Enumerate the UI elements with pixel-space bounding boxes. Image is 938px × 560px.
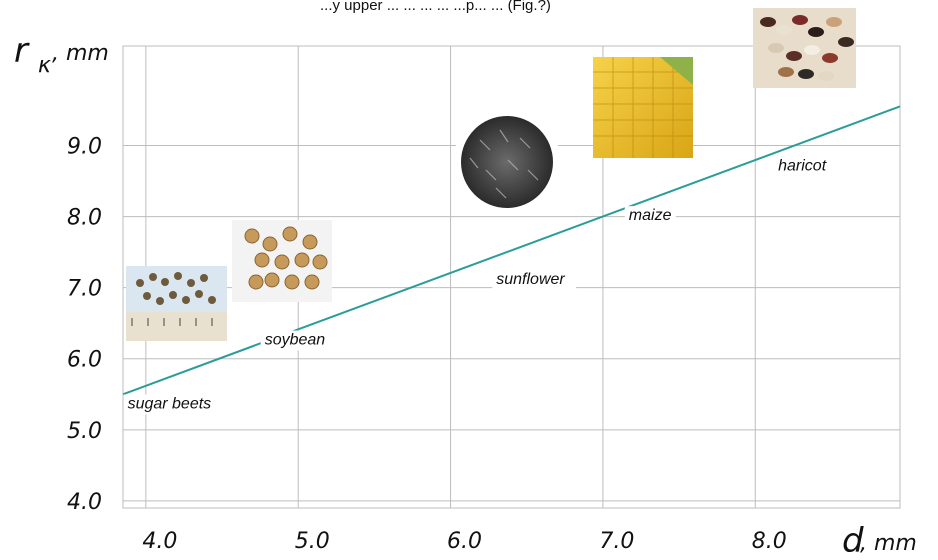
crop-label-maize: maize: [629, 207, 672, 224]
sunflower-seeds-photo: [456, 116, 558, 208]
crop-label-bg: [624, 206, 676, 227]
crop-label-bg: [774, 156, 842, 177]
y-axis-subscript: κ: [38, 53, 51, 78]
x-tick-label: 7.0: [599, 529, 634, 554]
crop-label-sugar-beets: sugar beets: [128, 395, 212, 412]
crop-label-haricot: haricot: [778, 157, 827, 174]
plot-frame: [122, 45, 901, 509]
crop-labels: sugar beets soybean sunflower maize haricot: [123, 156, 842, 415]
x-axis-label: d , mm: [842, 521, 917, 560]
x-tick-label: 4.0: [142, 529, 177, 554]
top-note: ...y upper ... ... ... ... ...p... ... (…: [320, 0, 551, 14]
crop-label-sunflower: sunflower: [496, 271, 565, 288]
y-axis-symbol: r: [14, 31, 30, 71]
x-axis-symbol: d: [842, 521, 864, 560]
y-axis-label: r κ , mm: [14, 31, 109, 78]
y-axis-unit: , mm: [52, 41, 109, 66]
haricot-beans-photo: [753, 8, 856, 88]
sugar-beet-seeds-photo: [126, 266, 227, 341]
y-tick-label: 5.0: [67, 419, 102, 444]
y-tick-label: 6.0: [67, 348, 102, 373]
x-tick-label: 8.0: [752, 529, 787, 554]
y-tick-label: 4.0: [67, 490, 102, 515]
crop-label-bg: [260, 330, 329, 351]
crop-label-soybean: soybean: [265, 332, 326, 349]
soybeans-photo: [232, 220, 332, 302]
series: [122, 105, 901, 396]
crop-label-bg: [492, 270, 577, 291]
y-tick-label: 9.0: [67, 135, 102, 160]
crop-label-bg: [123, 394, 224, 415]
maize-cob-photo: [593, 57, 693, 158]
y-tick-label: 8.0: [67, 206, 102, 231]
tick-labels: 4.0 5.0 6.0 7.0 8.0 4.0 5.0 6.0 7.0 8.0 9.0: [67, 135, 787, 554]
x-tick-label: 5.0: [295, 529, 330, 554]
trend-line: [122, 105, 901, 396]
crop-photos: [126, 8, 856, 341]
x-tick-label: 6.0: [447, 529, 482, 554]
x-axis-unit: , mm: [860, 531, 917, 556]
y-tick-label: 7.0: [67, 277, 102, 302]
